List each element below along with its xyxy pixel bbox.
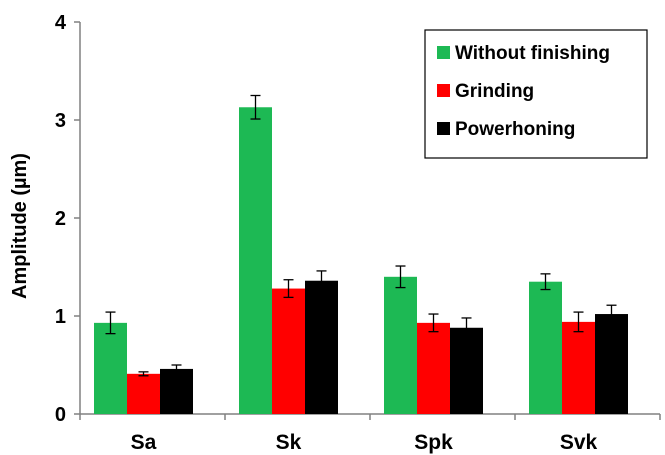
bar	[272, 288, 305, 414]
legend-swatch	[437, 122, 450, 135]
bar	[127, 373, 160, 414]
legend-box	[424, 29, 648, 159]
bar	[450, 327, 483, 414]
y-tick-label: 0	[55, 404, 66, 426]
bar	[562, 321, 595, 414]
legend: Without finishing Grinding Powerhoning	[424, 29, 648, 159]
bar	[529, 281, 562, 414]
legend-swatch	[437, 84, 450, 97]
x-category-label: Spk	[414, 431, 453, 454]
x-category-label: Sa	[131, 431, 157, 454]
x-category-label: Svk	[560, 431, 598, 454]
y-tick-label: 3	[55, 110, 66, 132]
y-tick-label: 2	[55, 208, 66, 230]
y-tick-label: 1	[55, 306, 66, 328]
bar	[595, 314, 628, 414]
y-axis-title: Amplitude (µm)	[9, 153, 31, 299]
bar	[160, 368, 193, 414]
bar	[384, 276, 417, 414]
bars	[94, 94, 628, 414]
bar	[94, 322, 127, 414]
x-category-label: Sk	[276, 431, 302, 454]
legend-label: Without finishing	[455, 43, 610, 64]
bar	[417, 322, 450, 414]
bar	[239, 107, 272, 414]
legend-label: Grinding	[455, 81, 534, 102]
y-tick-label: 4	[55, 12, 67, 34]
legend-swatch	[437, 46, 450, 59]
labels: 0 1 2 3 4 Amplitude (µm) Sa Sk Spk Svk	[9, 12, 597, 454]
bar	[305, 280, 338, 414]
legend-label: Powerhoning	[455, 119, 575, 140]
